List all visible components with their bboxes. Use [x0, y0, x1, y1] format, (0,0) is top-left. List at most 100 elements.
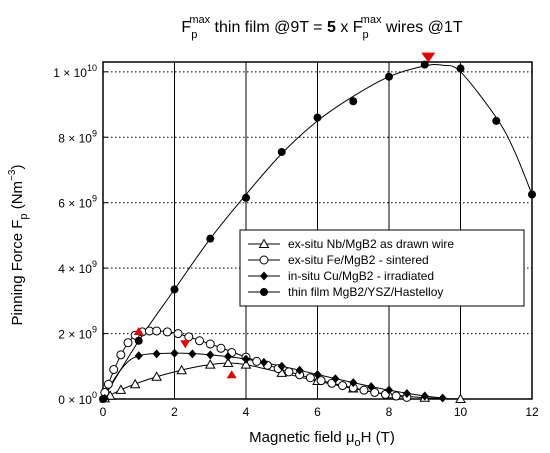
data-point	[313, 113, 322, 122]
data-point	[184, 332, 194, 342]
legend-marker	[260, 288, 268, 296]
legend-marker	[260, 271, 268, 281]
data-point	[456, 64, 465, 73]
x-tick-label: 12	[525, 405, 539, 419]
x-axis-label: Magnetic field μoH (T)	[249, 429, 395, 449]
data-point	[252, 356, 262, 366]
data-point	[492, 116, 501, 125]
legend-label: thin film MgB2/YSZ/Hastelloy	[288, 285, 443, 299]
data-point	[305, 373, 315, 383]
title-base: F	[181, 19, 191, 36]
max-marker	[133, 327, 144, 336]
data-point	[162, 327, 172, 337]
y-tick-label: 0 × 100	[58, 390, 97, 407]
title-sup2: max	[361, 14, 382, 26]
data-point	[103, 379, 113, 389]
data-point	[370, 387, 380, 397]
data-point	[188, 349, 197, 359]
data-point	[176, 364, 188, 375]
data-point	[151, 371, 162, 381]
data-point	[359, 385, 369, 395]
legend: ex-situ Nb/MgB2 as drawn wire ex-situ Fe/…	[239, 229, 525, 307]
data-point	[99, 395, 107, 403]
x-tick-label: 6	[314, 405, 321, 419]
title-end: wires @1T	[381, 19, 462, 36]
max-marker	[226, 370, 237, 379]
data-point	[242, 354, 250, 364]
x-tick-label: 2	[171, 405, 178, 419]
data-point	[385, 72, 393, 81]
data-point	[195, 336, 205, 346]
title-mid2: x F	[336, 19, 363, 36]
x-tick-label: 4	[243, 405, 250, 419]
data-point	[367, 382, 376, 392]
data-point	[295, 365, 304, 375]
data-point	[331, 374, 340, 384]
data-point	[277, 361, 286, 371]
data-point	[316, 376, 326, 386]
data-point	[173, 329, 183, 339]
data-point	[391, 391, 401, 401]
series-group	[99, 60, 536, 403]
data-point	[528, 190, 536, 199]
legend-label: ex-situ Fe/MgB2 - sintered	[288, 253, 429, 267]
data-point	[170, 348, 179, 358]
data-point	[277, 147, 286, 156]
data-point	[349, 97, 358, 106]
plot-area: 0 2 4 6 8 10 12 0 × 100 2 × 109 4 × 109 6 × 109 8 ×…	[53, 52, 539, 419]
legend-marker	[258, 238, 270, 248]
legend-box	[239, 229, 525, 307]
data-point	[109, 365, 119, 375]
data-point	[259, 357, 268, 367]
max-marker	[421, 52, 436, 63]
chart-title: Fpmax thin film @9T = 5 x Fpmax wires @1…	[181, 14, 462, 41]
x-tick-label: 8	[386, 405, 393, 419]
max-marker	[180, 340, 191, 349]
title-sub: p	[191, 29, 197, 41]
y-axis-label: Pinning Force Fp (Nm−3)	[7, 165, 30, 326]
data-point	[222, 357, 234, 368]
data-point	[116, 350, 126, 360]
series-line	[102, 64, 533, 400]
data-point	[284, 367, 294, 377]
y-tick-label: 2 × 109	[58, 325, 97, 342]
data-point	[455, 393, 466, 403]
title-sup: max	[189, 14, 210, 26]
data-point	[204, 359, 216, 369]
legend-marker	[259, 255, 269, 265]
data-point	[385, 385, 393, 395]
legend-label: in-situ Cu/MgB2 - irradiated	[288, 269, 434, 283]
title-sub2: p	[363, 29, 369, 41]
data-point	[129, 378, 141, 389]
data-point	[420, 391, 429, 401]
data-point	[206, 234, 215, 243]
data-point	[205, 339, 215, 349]
y-tick-label: 1 × 1010	[53, 63, 97, 80]
data-point	[240, 359, 252, 369]
title-bold: 5	[327, 19, 336, 36]
data-point	[134, 351, 143, 361]
data-point	[152, 349, 161, 359]
data-point	[438, 393, 447, 403]
title-mid: thin film @9T =	[210, 19, 327, 36]
x-tick-label: 0	[100, 405, 107, 419]
data-point	[152, 326, 162, 336]
data-point	[224, 351, 233, 361]
y-tick-label: 4 × 109	[58, 259, 97, 276]
data-point	[123, 338, 133, 348]
data-point	[134, 336, 143, 345]
data-point	[242, 193, 250, 202]
data-point	[420, 60, 429, 69]
data-point	[115, 384, 127, 394]
data-point	[313, 369, 322, 379]
x-tick-label: 10	[454, 405, 468, 419]
data-point	[349, 378, 358, 388]
data-point	[216, 343, 226, 353]
y-tick-label: 6 × 109	[58, 194, 97, 211]
data-point	[170, 285, 179, 294]
data-point	[206, 350, 215, 360]
y-tick-label: 8 × 109	[58, 128, 97, 145]
data-point	[338, 381, 348, 391]
legend-label: ex-situ Nb/MgB2 as drawn wire	[288, 237, 454, 251]
